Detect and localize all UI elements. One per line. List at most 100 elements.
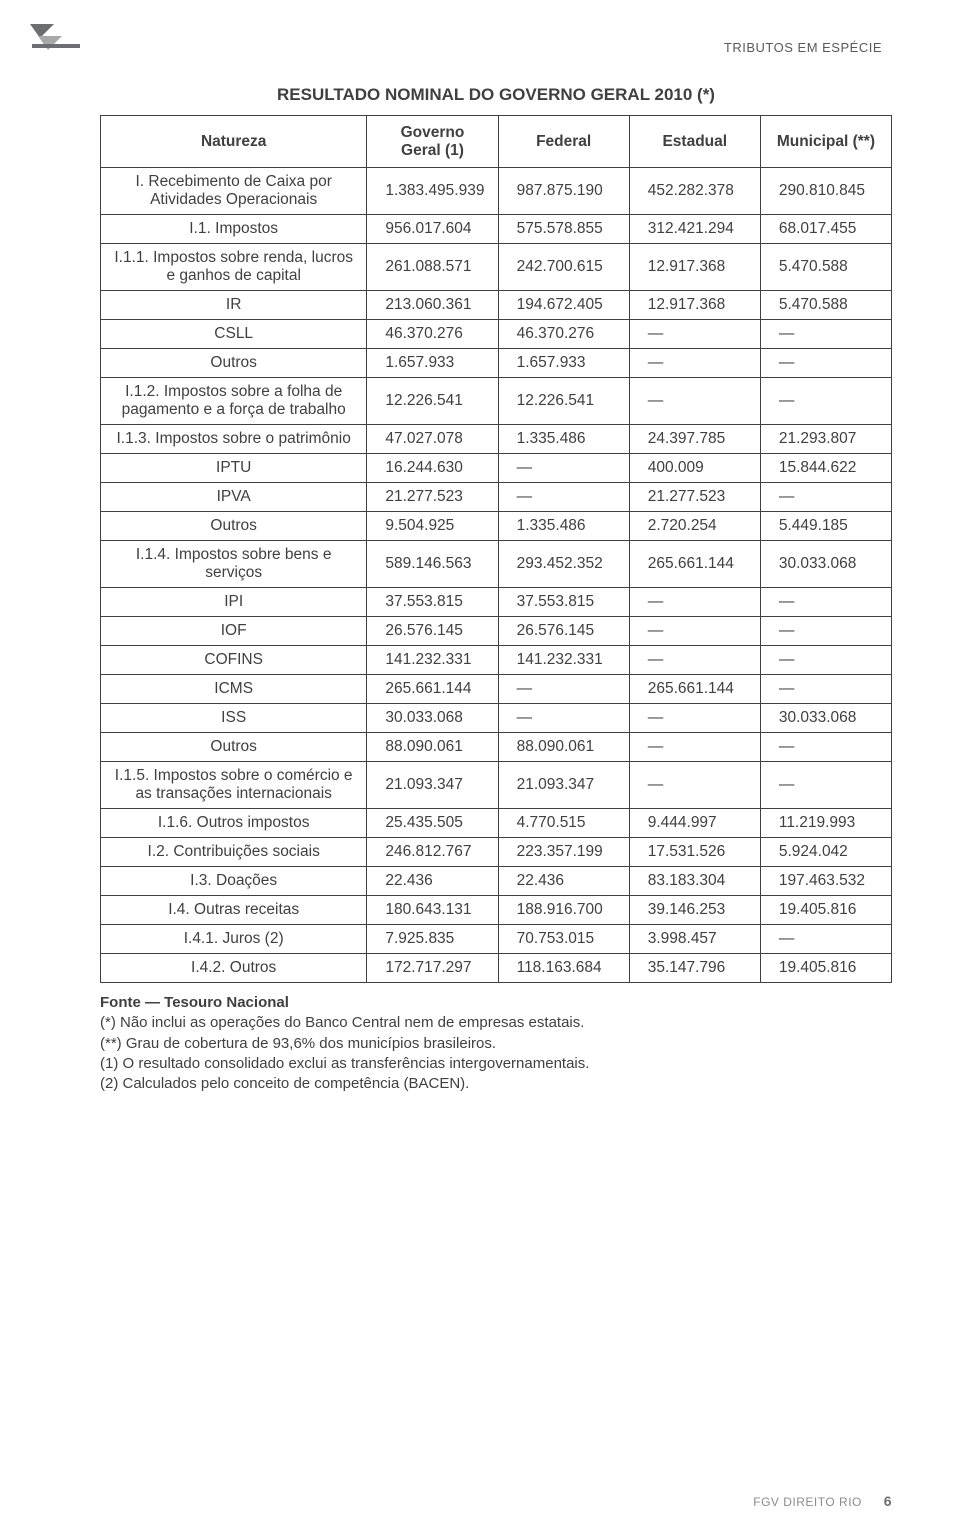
row-label: CSLL (101, 320, 367, 349)
table-row: I.1.4. Impostos sobre bens e serviços589… (101, 541, 892, 588)
cell-value: — (760, 925, 891, 954)
cell-value: 265.661.144 (367, 675, 498, 704)
footnote-line: (*) Não inclui as operações do Banco Cen… (100, 1013, 892, 1033)
cell-value: 83.183.304 (629, 867, 760, 896)
row-label: I.2. Contribuições sociais (101, 838, 367, 867)
cell-value: — (629, 588, 760, 617)
row-label: IOF (101, 617, 367, 646)
cell-value: 1.657.933 (498, 349, 629, 378)
row-label: I.1.4. Impostos sobre bens e serviços (101, 541, 367, 588)
cell-value: — (629, 762, 760, 809)
cell-value: 987.875.190 (498, 168, 629, 215)
cell-value: 194.672.405 (498, 291, 629, 320)
cell-value: 21.293.807 (760, 425, 891, 454)
cell-value: 261.088.571 (367, 244, 498, 291)
cell-value: — (629, 378, 760, 425)
table-title: RESULTADO NOMINAL DO GOVERNO GERAL 2010 … (100, 85, 892, 105)
cell-value: 30.033.068 (367, 704, 498, 733)
row-label: ICMS (101, 675, 367, 704)
cell-value: 452.282.378 (629, 168, 760, 215)
cell-value: — (498, 704, 629, 733)
cell-value: 141.232.331 (367, 646, 498, 675)
cell-value: 118.163.684 (498, 954, 629, 983)
footnote-line: (1) O resultado consolidado exclui as tr… (100, 1054, 892, 1074)
cell-value: 39.146.253 (629, 896, 760, 925)
source-label: Fonte — Tesouro Nacional (100, 994, 289, 1011)
cell-value: 589.146.563 (367, 541, 498, 588)
cell-value: 290.810.845 (760, 168, 891, 215)
cell-value: 9.504.925 (367, 512, 498, 541)
table-row: ICMS265.661.144—265.661.144— (101, 675, 892, 704)
row-label: IPTU (101, 454, 367, 483)
cell-value: 11.219.993 (760, 809, 891, 838)
cell-value: 70.753.015 (498, 925, 629, 954)
cell-value: — (629, 349, 760, 378)
cell-value: — (629, 704, 760, 733)
cell-value: 400.009 (629, 454, 760, 483)
cell-value: 19.405.816 (760, 896, 891, 925)
table-row: Outros88.090.06188.090.061—— (101, 733, 892, 762)
row-label: Outros (101, 733, 367, 762)
table-row: I.1.6. Outros impostos25.435.5054.770.51… (101, 809, 892, 838)
table-row: I. Recebimento de Caixa por Atividades O… (101, 168, 892, 215)
cell-value: 12.917.368 (629, 244, 760, 291)
cell-value: 1.335.486 (498, 425, 629, 454)
column-header: Natureza (101, 116, 367, 168)
cell-value: — (760, 733, 891, 762)
footnotes: Fonte — Tesouro Nacional (*) Não inclui … (100, 993, 892, 1094)
cell-value: 293.452.352 (498, 541, 629, 588)
cell-value: 1.383.495.939 (367, 168, 498, 215)
fgv-logo-icon (28, 22, 82, 58)
cell-value: — (760, 483, 891, 512)
results-table: NaturezaGovernoGeral (1)FederalEstadualM… (100, 115, 892, 983)
cell-value: 246.812.767 (367, 838, 498, 867)
table-row: IOF26.576.14526.576.145—— (101, 617, 892, 646)
row-label: Outros (101, 349, 367, 378)
table-row: IPI37.553.81537.553.815—— (101, 588, 892, 617)
cell-value: 2.720.254 (629, 512, 760, 541)
cell-value: 25.435.505 (367, 809, 498, 838)
row-label: IPI (101, 588, 367, 617)
row-label: I.1.1. Impostos sobre renda, lucros e ga… (101, 244, 367, 291)
cell-value: 68.017.455 (760, 215, 891, 244)
cell-value: — (498, 454, 629, 483)
cell-value: 88.090.061 (367, 733, 498, 762)
cell-value: 188.916.700 (498, 896, 629, 925)
cell-value: 21.277.523 (367, 483, 498, 512)
cell-value: 172.717.297 (367, 954, 498, 983)
table-row: ISS30.033.068——30.033.068 (101, 704, 892, 733)
table-row: Outros1.657.9331.657.933—— (101, 349, 892, 378)
footnote-line: (**) Grau de cobertura de 93,6% dos muni… (100, 1034, 892, 1054)
cell-value: 26.576.145 (498, 617, 629, 646)
cell-value: 30.033.068 (760, 704, 891, 733)
page-footer: FGV DIREITO RIO 6 (753, 1493, 892, 1509)
cell-value: 15.844.622 (760, 454, 891, 483)
cell-value: 12.226.541 (367, 378, 498, 425)
cell-value: 21.093.347 (498, 762, 629, 809)
cell-value: 5.924.042 (760, 838, 891, 867)
cell-value: — (629, 646, 760, 675)
cell-value: 5.470.588 (760, 244, 891, 291)
cell-value: 12.226.541 (498, 378, 629, 425)
cell-value: — (629, 320, 760, 349)
column-header: Federal (498, 116, 629, 168)
row-label: I.1.3. Impostos sobre o patrimônio (101, 425, 367, 454)
cell-value: — (629, 733, 760, 762)
cell-value: — (760, 617, 891, 646)
row-label: I.4.2. Outros (101, 954, 367, 983)
row-label: IR (101, 291, 367, 320)
cell-value: — (760, 762, 891, 809)
table-row: I.2. Contribuições sociais246.812.767223… (101, 838, 892, 867)
footnote-line: (2) Calculados pelo conceito de competên… (100, 1074, 892, 1094)
cell-value: 180.643.131 (367, 896, 498, 925)
table-row: I.4. Outras receitas180.643.131188.916.7… (101, 896, 892, 925)
cell-value: 4.770.515 (498, 809, 629, 838)
cell-value: 30.033.068 (760, 541, 891, 588)
cell-value: 265.661.144 (629, 541, 760, 588)
cell-value: 46.370.276 (367, 320, 498, 349)
table-row: I.1. Impostos956.017.604575.578.855312.4… (101, 215, 892, 244)
running-header: TRIBUTOS EM ESPÉCIE (100, 40, 882, 55)
page-number: 6 (884, 1493, 892, 1509)
row-label: I. Recebimento de Caixa por Atividades O… (101, 168, 367, 215)
table-row: I.4.2. Outros172.717.297118.163.68435.14… (101, 954, 892, 983)
